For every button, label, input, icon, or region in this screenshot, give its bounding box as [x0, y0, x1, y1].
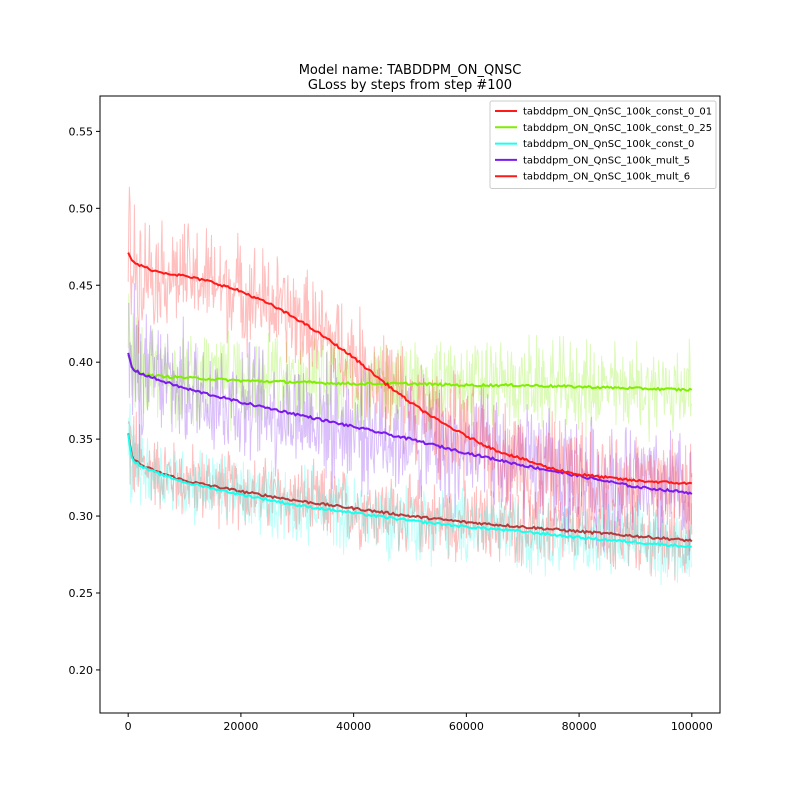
legend-box	[489, 100, 717, 189]
x-tick-label: 60000	[449, 720, 484, 733]
series-lines	[127, 252, 693, 549]
legend-label: tabddpm_ON_QnSC_100k_const_0_01	[523, 107, 712, 118]
x-tick-label: 20000	[223, 720, 258, 733]
y-tick-label: 0.55	[69, 125, 94, 138]
x-tick-label: 100000	[671, 720, 713, 733]
y-tick-label: 0.30	[69, 510, 94, 523]
y-tick-label: 0.25	[69, 587, 94, 600]
chart-subtitle: GLoss by steps from step #100	[307, 78, 513, 93]
legend-label: tabddpm_ON_QnSC_100k_const_0	[523, 139, 694, 150]
x-tick-label: 0	[125, 720, 132, 733]
y-tick-label: 0.40	[69, 356, 94, 369]
series-noise-trace	[127, 403, 693, 586]
series-line	[127, 433, 693, 543]
x-axis: 0 20000 40000 60000 80000 100000	[125, 713, 713, 733]
x-tick-label: 40000	[336, 720, 371, 733]
series-line	[127, 434, 692, 549]
series-line	[127, 252, 693, 486]
legend-label: tabddpm_ON_QnSC_100k_mult_6	[523, 172, 690, 183]
series-line	[127, 354, 693, 392]
chart-title: Model name: TABDDPM_ON_QNSC	[298, 63, 522, 78]
series-noise-trace	[127, 186, 693, 536]
series-noise-trace	[127, 293, 693, 443]
legend: tabddpm_ON_QnSC_100k_const_0_01 tabddpm_O…	[489, 100, 717, 189]
series-noise-trace	[127, 411, 693, 581]
y-tick-label: 0.35	[69, 433, 94, 446]
legend-label: tabddpm_ON_QnSC_100k_const_0_25	[523, 123, 712, 134]
x-tick-label: 80000	[562, 720, 597, 733]
plot-area	[99, 95, 721, 714]
y-tick-label: 0.50	[69, 202, 94, 215]
y-tick-label: 0.45	[69, 279, 94, 292]
series-line	[127, 352, 693, 496]
y-tick-label: 0.20	[69, 664, 94, 677]
y-axis: 0.20 0.25 0.30 0.35 0.40 0.45 0.50 0.55	[69, 125, 100, 677]
legend-label: tabddpm_ON_QnSC_100k_mult_5	[523, 155, 690, 166]
